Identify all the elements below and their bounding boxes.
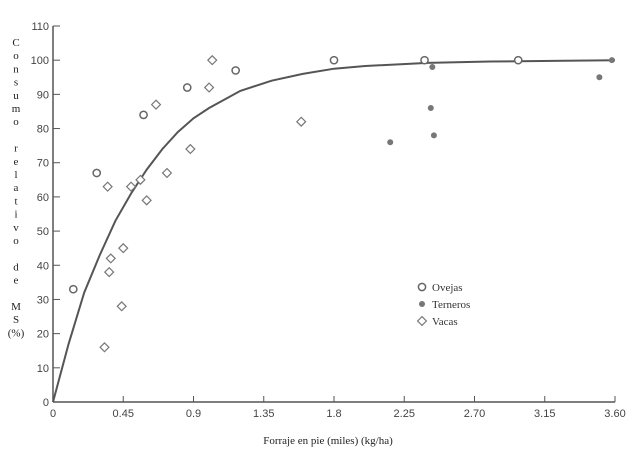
data-point-ovejas [68,284,78,294]
y-tick-label: 110 [31,21,49,33]
data-point-terneros [596,74,603,81]
y-axis-title-char: (%) [8,327,25,339]
data-point-vacas [161,167,173,179]
data-point-ovejas [92,168,102,178]
x-tick-label: 0 [50,408,56,420]
y-tick-label: 60 [37,192,49,204]
data-point-terneros [430,132,437,139]
data-point-ovejas [231,66,240,75]
data-point-ovejas [513,55,523,65]
y-axis-title-char: u [13,90,19,102]
y-axis-title-char: C [12,37,19,49]
data-point-vacas [125,181,137,192]
x-tick-label: 3.15 [534,408,555,420]
y-tick-label: 0 [43,397,49,409]
x-tick-label: 0.45 [113,408,134,420]
y-axis-title-char: o [13,116,19,128]
x-tick-label: 1.8 [326,408,341,420]
y-axis-ticks: 0 10 20 30 40 50 60 70 80 90 100 110 [31,21,60,409]
y-axis-title-char: n [13,63,19,75]
y-axis-title-char: e [14,275,19,287]
y-tick-label: 90 [37,89,49,101]
y-axis-title-char: i [14,209,17,221]
y-tick-label: 50 [37,226,49,238]
y-axis-title-char: v [13,222,19,234]
data-point-vacas [185,143,196,155]
legend-label-ovejas: Ovejas [432,282,463,294]
legend: Ovejas Terneros Vacas [416,282,470,328]
x-axis-ticks: 0 0.45 0.9 1.35 1.8 2.25 2.70 3.15 3.60 [50,396,626,420]
data-point-terneros [427,105,434,112]
y-axis-title-char: a [14,182,19,194]
x-tick-label: 2.70 [464,408,485,420]
y-axis-title-char: S [13,314,19,326]
y-tick-label: 70 [37,158,49,170]
y-tick-label: 80 [37,124,49,136]
x-tick-label: 0.9 [186,408,201,420]
data-point-vacas [118,242,129,254]
y-axis-title-char: m [12,103,21,115]
y-axis-title-char: M [11,301,21,313]
data-point-vacas [103,266,115,278]
data-point-ovejas [420,55,429,65]
data-point-terneros [429,64,436,71]
data-point-vacas [116,301,127,312]
data-point-vacas [295,116,307,127]
x-axis-title: Forraje en pie (miles) (kg/ha) [263,435,393,447]
y-axis-title-char: r [14,143,18,155]
y-axis-title-char: o [13,235,19,247]
y-tick-label: 30 [37,294,49,306]
y-tick-label: 10 [37,363,49,375]
axes [52,26,615,403]
y-axis-title-char: s [14,77,18,89]
legend-label-vacas: Vacas [432,316,458,328]
data-point-vacas [135,174,146,186]
y-axis-title-char: l [14,169,17,181]
y-axis-title-char: d [13,261,19,273]
data-points [68,54,615,353]
legend-marker-terneros [419,301,425,307]
x-tick-label: 3.60 [604,408,625,420]
data-point-vacas [150,99,162,110]
y-axis-title-char: t [14,195,17,207]
y-tick-label: 20 [37,329,49,341]
data-point-ovejas [139,110,148,120]
data-point-vacas [102,181,113,192]
y-tick-label: 40 [37,260,49,272]
x-tick-label: 1.35 [253,408,274,420]
data-point-vacas [141,195,152,206]
fitted-curve [52,59,616,403]
x-tick-label: 2.25 [394,408,415,420]
y-axis-title-char: e [14,156,19,168]
legend-marker-vacas [416,315,428,327]
data-point-terneros [387,139,394,146]
data-point-vacas [99,342,110,353]
data-point-vacas [105,253,117,264]
data-point-vacas [203,82,215,93]
legend-label-terneros: Terneros [432,299,470,311]
legend-marker-ovejas [417,282,427,292]
data-point-ovejas [182,83,192,92]
data-point-terneros [608,57,615,64]
y-axis-title-char: o [13,50,19,62]
y-tick-label: 100 [31,55,49,67]
data-point-vacas [206,54,218,66]
data-point-ovejas [329,55,339,65]
